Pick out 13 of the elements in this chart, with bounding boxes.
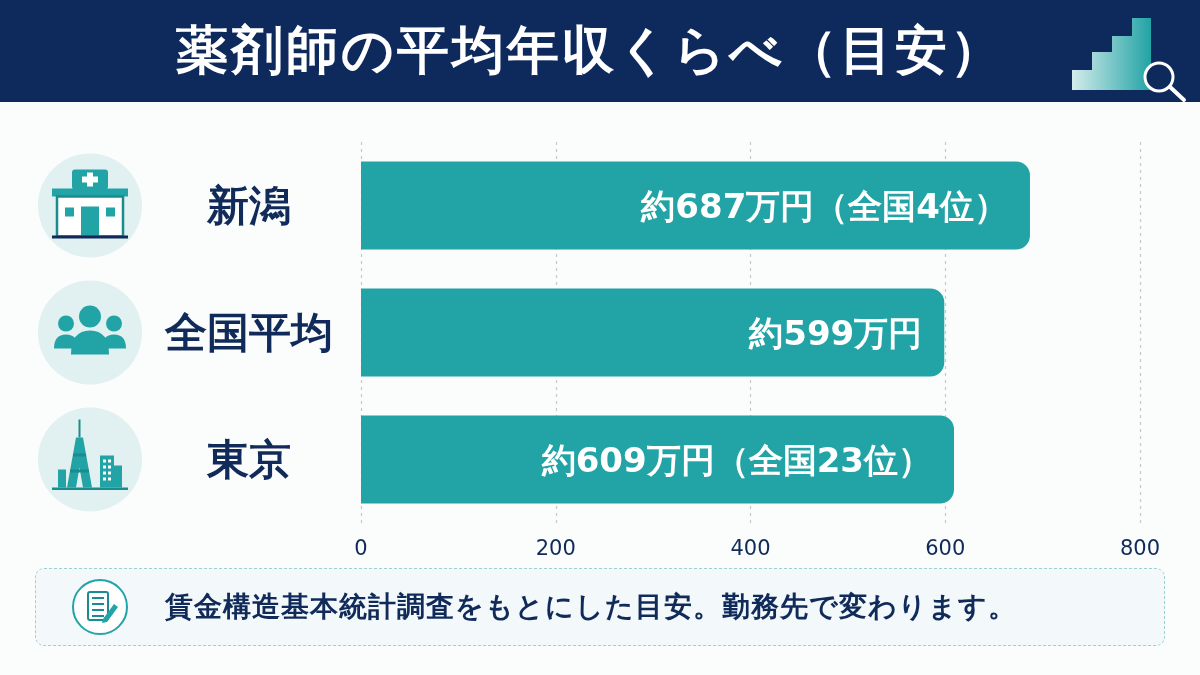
data-label: 約687万円（全国4位） bbox=[640, 185, 1008, 226]
x-tick-label: 0 bbox=[354, 535, 368, 560]
x-tick-label: 400 bbox=[730, 535, 771, 560]
x-tick-label: 600 bbox=[925, 535, 966, 560]
y-tick-label: 新潟 bbox=[206, 181, 291, 230]
data-label: 約599万円 bbox=[748, 312, 923, 353]
x-tick-label: 800 bbox=[1119, 535, 1161, 560]
data-label: 約609万円（全国23位） bbox=[540, 439, 933, 480]
text: 賃金構造基本統計調査をもとにした目安。勤務先で変わります。 bbox=[165, 590, 1017, 624]
x-tick-label: 200 bbox=[535, 535, 576, 560]
chart-title: 薬剤師の平均年収くらべ（目安） bbox=[175, 20, 1005, 81]
y-tick-label: 東京 bbox=[206, 435, 291, 484]
y-tick-label: 全国平均 bbox=[164, 308, 333, 357]
